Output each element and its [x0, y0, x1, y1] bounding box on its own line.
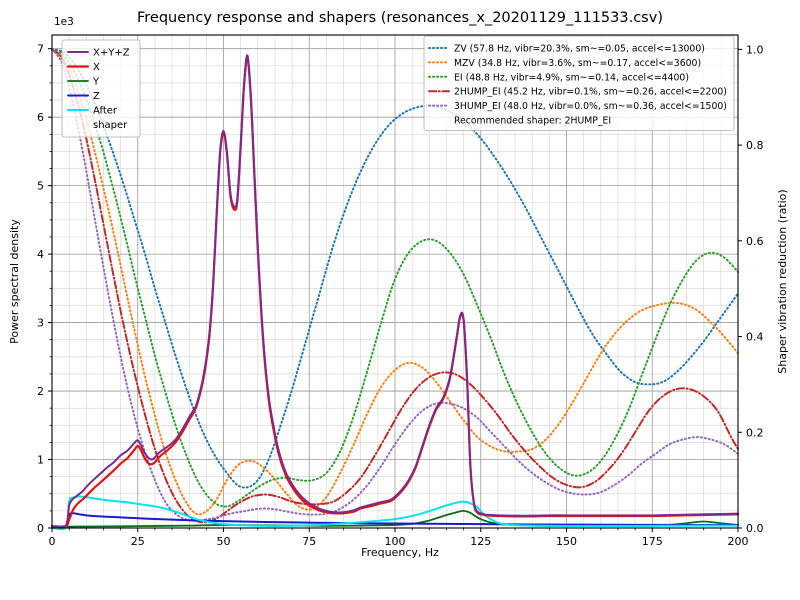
ytick-label-left: 5 — [37, 180, 44, 193]
y-axis-label-right: Shaper vibration reduction (ratio) — [776, 189, 789, 373]
shaper-legend-label-3hump-ei: 3HUMP_EI (48.0 Hz, vibr=0.0%, sm~=0.36, … — [454, 101, 727, 112]
psd-legend-label-after-shaper: After — [93, 106, 118, 117]
xtick-label: 100 — [385, 535, 406, 548]
psd-legend-label-after-shaper: shaper — [93, 120, 128, 131]
psd-legend-box — [61, 39, 141, 138]
ytick-label-left: 7 — [37, 43, 44, 56]
series-layer — [50, 48, 740, 531]
shaper-curve-2hump-ei — [51, 48, 739, 524]
ytick-label-right: 0.2 — [746, 426, 764, 439]
ytick-label-right: 0.8 — [746, 139, 764, 152]
y-axis-offset-label: 1e3 — [54, 16, 74, 28]
psd-curve-z — [51, 512, 739, 530]
shaper-legend-box — [423, 35, 735, 131]
xtick-label: 50 — [217, 535, 231, 548]
labels-layer: 0 25 50 75 100 125 150 175 200 0 1 2 3 4 5 6 7 0.0 0.2 0.4 0… — [8, 10, 789, 559]
psd-legend-label-z: Z — [93, 91, 100, 102]
xtick-label: 150 — [556, 535, 577, 548]
shaper-curve-ei — [51, 48, 739, 508]
xtick-label: 75 — [302, 535, 316, 548]
xtick-label: 0 — [49, 535, 56, 548]
ytick-label-left: 3 — [37, 317, 44, 330]
shaper-curve-zv — [51, 48, 739, 489]
xtick-label: 25 — [131, 535, 145, 548]
ytick-label-right: 1.0 — [746, 43, 764, 56]
shaper-legend-label-zv: ZV (57.8 Hz, vibr=20.3%, sm~=0.05, accel… — [454, 44, 705, 55]
psd-legend-label-x-y-z: X+Y+Z — [93, 48, 130, 59]
shaper-legend-label-mzv: MZV (34.8 Hz, vibr=3.6%, sm~=0.17, accel… — [454, 58, 701, 69]
psd-legend-label-x: X — [93, 62, 100, 73]
psd-legend-label-y: Y — [92, 77, 100, 88]
xtick-label: 200 — [728, 535, 749, 548]
shaper-legend-label-2hump-ei: 2HUMP_EI (45.2 Hz, vibr=0.1%, sm~=0.26, … — [454, 87, 727, 98]
legend-layer: X+Y+Z XYZ After shaper ZV (57.8 Hz, vibr=20.… — [61, 35, 735, 138]
xtick-label: 125 — [470, 535, 491, 548]
psd-curve-after-shaper — [51, 495, 739, 531]
y-axis-label-left: Power spectral density — [8, 219, 21, 344]
axes-layer — [48, 34, 742, 532]
ytick-label-left: 0 — [37, 522, 44, 535]
ytick-label-right: 0.6 — [746, 235, 764, 248]
psd-curve-x-y-z — [51, 54, 739, 529]
recommended-shaper-label: Recommended shaper: 2HUMP_EI — [454, 116, 611, 127]
chart-title: Frequency response and shapers (resonanc… — [137, 10, 663, 26]
ytick-label-left: 4 — [37, 248, 44, 261]
shaper-legend-label-ei: EI (48.8 Hz, vibr=4.9%, sm~=0.14, accel<… — [454, 72, 689, 83]
ytick-label-left: 1 — [37, 454, 44, 467]
ytick-label-left: 6 — [37, 111, 44, 124]
ytick-label-right: 0.4 — [746, 331, 764, 344]
shaper-curve-mzv — [51, 48, 739, 516]
ytick-label-left: 2 — [37, 385, 44, 398]
ytick-label-right: 0.0 — [746, 522, 764, 535]
x-axis-label: Frequency, Hz — [361, 546, 439, 559]
xtick-label: 175 — [642, 535, 663, 548]
